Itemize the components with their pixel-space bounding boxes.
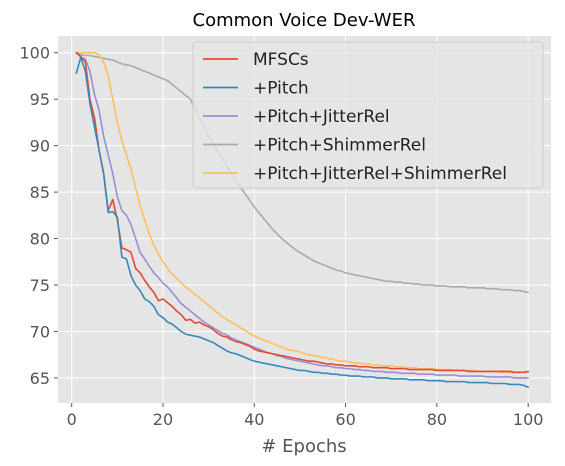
series-line-2 bbox=[75, 51, 529, 379]
y-tick-label: 65 bbox=[30, 369, 50, 388]
y-tick-label: 75 bbox=[30, 276, 50, 295]
y-axis-ticks: 65 70 75 80 85 90 95 100 bbox=[19, 44, 58, 388]
y-tick-label: 80 bbox=[30, 230, 50, 249]
y-tick-label: 90 bbox=[30, 137, 50, 156]
x-tick-label: 20 bbox=[153, 410, 173, 429]
x-axis-ticks: 0 20 40 60 80 100 bbox=[67, 403, 544, 429]
legend-label: +Pitch+JitterRel bbox=[253, 107, 390, 127]
legend-label: +Pitch+ShimmerRel bbox=[253, 136, 426, 156]
chart-title: Common Voice Dev-WER bbox=[193, 10, 416, 31]
y-tick-label: 70 bbox=[30, 322, 50, 341]
series-line-1 bbox=[75, 56, 529, 389]
y-tick-label: 95 bbox=[30, 90, 50, 109]
x-tick-label: 0 bbox=[67, 410, 77, 429]
x-tick-label: 80 bbox=[427, 410, 447, 429]
legend-label: +Pitch+JitterRel+ShimmerRel bbox=[253, 164, 507, 184]
legend-label: +Pitch bbox=[253, 79, 309, 99]
series-line-0 bbox=[75, 51, 529, 374]
series-line-3 bbox=[75, 51, 529, 294]
legend: MFSCs +Pitch +Pitch+JitterRel +Pitch+Shimme… bbox=[192, 41, 544, 189]
y-tick-label: 85 bbox=[30, 183, 50, 202]
series-lines bbox=[75, 51, 529, 389]
x-tick-label: 40 bbox=[244, 410, 264, 429]
x-tick-label: 100 bbox=[513, 410, 544, 429]
legend-box bbox=[192, 41, 544, 189]
y-tick-label: 100 bbox=[19, 44, 50, 63]
x-tick-label: 60 bbox=[335, 410, 355, 429]
legend-label: MFSCs bbox=[253, 50, 309, 70]
x-axis-label: # Epochs bbox=[261, 436, 346, 457]
